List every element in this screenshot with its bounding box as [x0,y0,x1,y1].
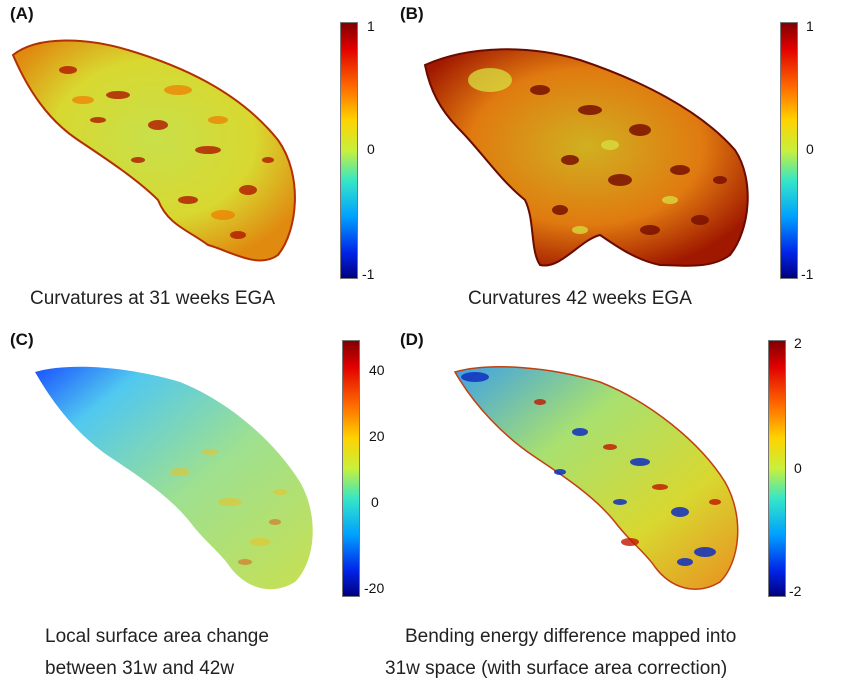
colorbar-b-tick-mid: 0 [806,141,814,157]
brain-surface-c [35,366,313,590]
colorbar-c-tick-0: 0 [371,494,379,510]
panel-b-label: (B) [400,4,424,23]
colorbar-a-tick-mid: 0 [367,141,375,157]
panel-a-label: (A) [10,4,34,23]
colorbar-c-tick-40: 40 [369,362,385,378]
colorbar-c-tick-20: 20 [369,428,385,444]
colorbar-d-tick-min: -2 [789,583,802,599]
panel-c-label: (C) [10,330,34,349]
caption-d-line1: Bending energy difference mapped into [405,626,737,647]
colorbar-b [780,22,798,279]
colorbar-c [342,340,360,597]
brain-surface-a [11,39,296,262]
brain-surface-d [453,366,739,590]
colorbar-a [340,22,358,279]
colorbar-b-tick-min: -1 [801,266,814,282]
colorbar-b-tick-max: 1 [806,18,814,34]
caption-d-line2: 31w space (with surface area correction) [385,658,728,679]
colorbar-d-tick-max: 2 [794,335,802,351]
caption-c-line2: between 31w and 42w [45,658,235,679]
caption-c-line1: Local surface area change [45,626,269,647]
colorbar-d-tick-mid: 0 [794,460,802,476]
caption-b: Curvatures 42 weeks EGA [468,288,692,309]
colorbar-d [768,340,786,597]
colorbar-c-tick-minus20: -20 [364,580,385,596]
panel-d-label: (D) [400,330,424,349]
brain-surface-b [423,48,749,267]
colorbar-a-tick-min: -1 [362,266,375,282]
caption-a: Curvatures at 31 weeks EGA [30,288,275,309]
colorbar-a-tick-max: 1 [367,18,375,34]
